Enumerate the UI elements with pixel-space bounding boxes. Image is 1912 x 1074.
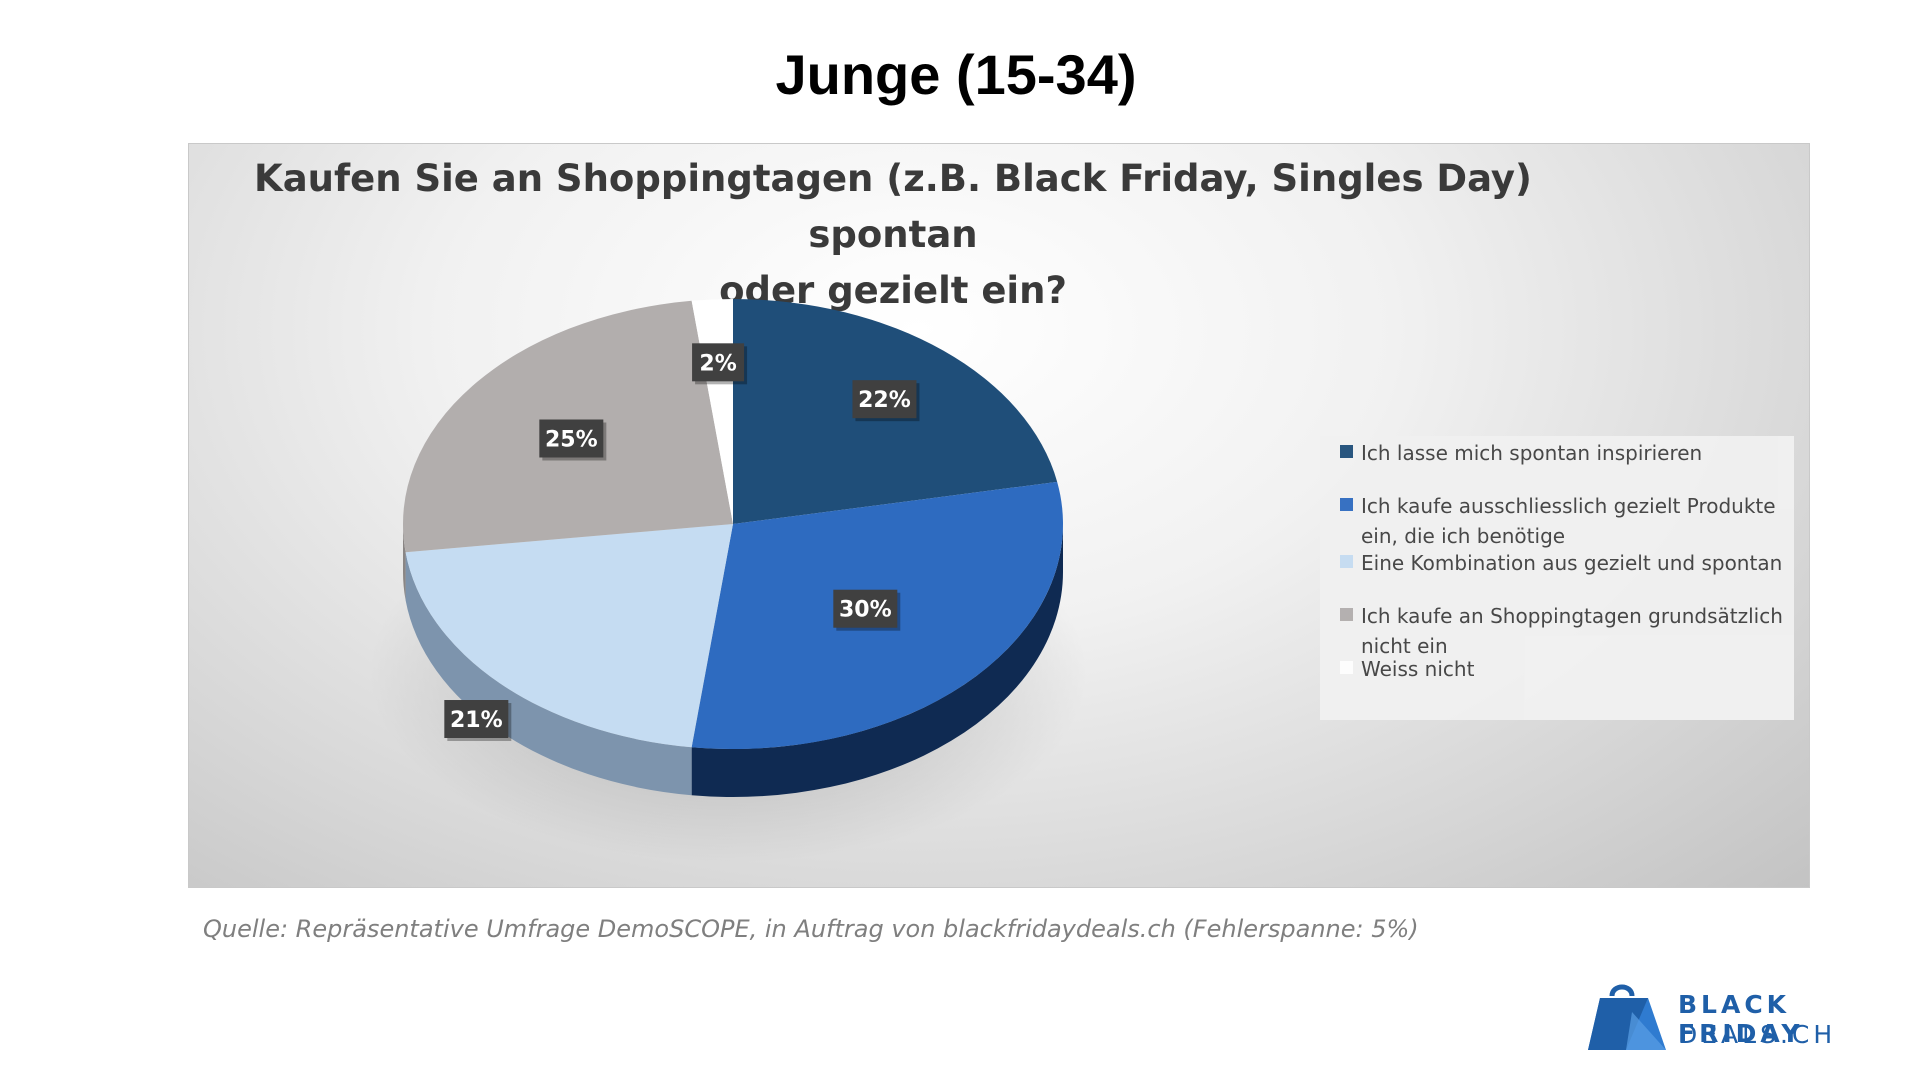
legend: Ich lasse mich spontan inspirieren Ich ka… xyxy=(1320,436,1794,720)
brand-logo[interactable]: BLACK FRIDAY DEALS.CH xyxy=(1586,982,1886,1052)
chart-area: Kaufen Sie an Shoppingtagen (z.B. Black … xyxy=(188,143,1810,888)
page-title: Junge (15-34) xyxy=(775,43,1137,106)
data-label-text-2: 30% xyxy=(839,598,892,623)
legend-label: Ich lasse mich spontan inspirieren xyxy=(1361,441,1703,465)
data-label-text-3: 21% xyxy=(450,708,503,733)
brand-name-line-2: DEALS.CH xyxy=(1678,1020,1837,1049)
data-label-5: 2% xyxy=(692,343,748,385)
data-label-text-4: 25% xyxy=(545,427,598,452)
data-label-1: 22% xyxy=(852,380,920,422)
data-label-2: 30% xyxy=(833,589,901,631)
legend-swatch xyxy=(1340,661,1353,674)
legend-swatch xyxy=(1340,555,1353,568)
shopping-bag-icon xyxy=(1588,984,1666,1050)
chart-title: Kaufen Sie an Shoppingtagen (z.B. Black … xyxy=(248,151,1538,319)
legend-label: Weiss nicht xyxy=(1361,657,1475,681)
legend-swatch xyxy=(1340,608,1353,621)
chart-title-line-1: Kaufen Sie an Shoppingtagen (z.B. Black … xyxy=(254,157,1532,256)
pie-slice-side-3 xyxy=(405,552,692,796)
legend-label: Eine Kombination aus gezielt und spontan xyxy=(1361,551,1783,575)
data-label-4: 25% xyxy=(539,419,607,461)
pie-slice-side-2 xyxy=(691,524,1063,798)
brand-name-line-1: BLACK FRIDAY xyxy=(1678,990,1804,1048)
data-label-3: 21% xyxy=(444,700,512,742)
legend-swatch xyxy=(1340,498,1353,511)
data-label-text-1: 22% xyxy=(858,388,911,413)
data-label-text-5: 2% xyxy=(699,351,736,376)
pie-slice-side-4 xyxy=(403,524,406,601)
source-note: Quelle: Repräsentative Umfrage DemoSCOPE… xyxy=(203,915,1419,943)
legend-swatch xyxy=(1340,445,1353,458)
pie-chart: 22% 30% 21% 25% 2% xyxy=(368,299,1088,863)
pie-slice-3[interactable] xyxy=(405,524,733,748)
legend-label: Ich kaufe ausschliesslich gezielt Produk… xyxy=(1361,494,1776,548)
legend-label: Ich kaufe an Shoppingtagen grundsätzlich… xyxy=(1361,604,1783,658)
